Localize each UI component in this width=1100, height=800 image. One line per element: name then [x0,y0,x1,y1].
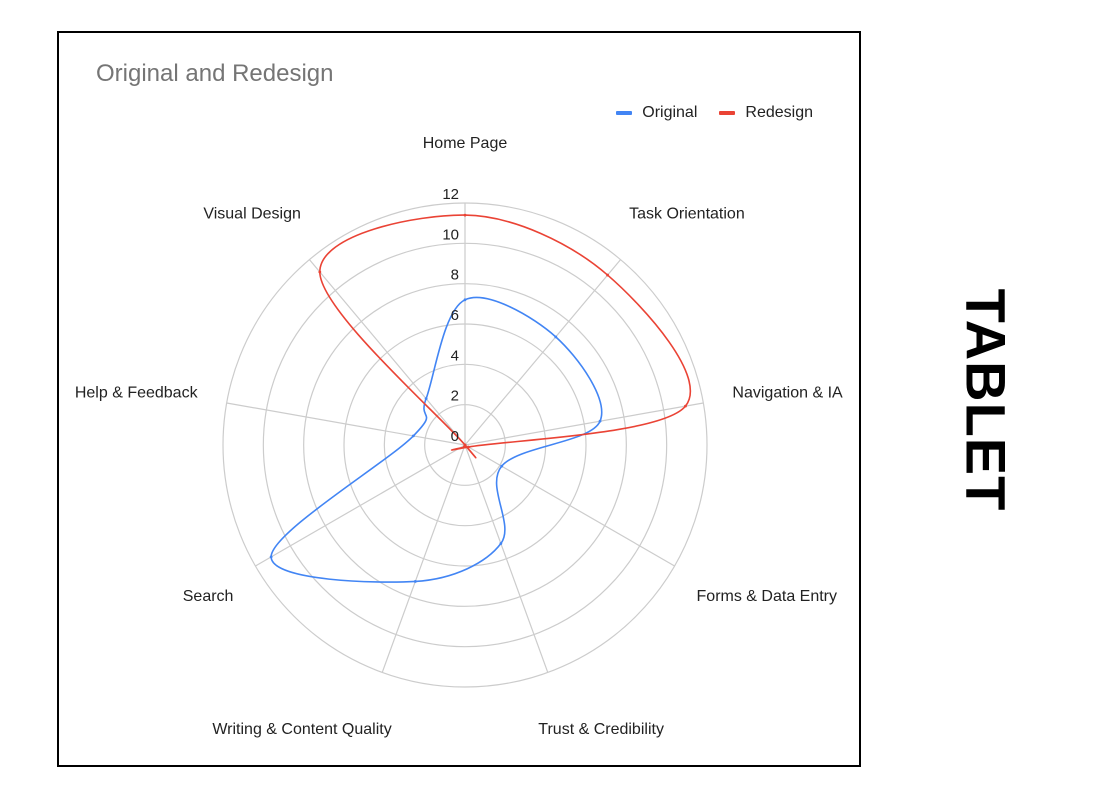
category-label: Forms & Data Entry [697,588,837,605]
r-tick-label: 12 [442,186,459,203]
r-tick-label: 10 [442,226,459,243]
r-tick-label: 8 [451,267,459,284]
legend-item-redesign[interactable]: Redesign [719,104,813,122]
category-label: Task Orientation [629,206,745,223]
device-label: TABLET [954,288,1018,512]
category-label: Search [183,588,234,605]
data-point-redesign [463,443,467,447]
data-point-original [463,298,467,302]
legend-swatch-original [616,111,633,115]
grid-spoke [464,259,622,446]
data-point-original [500,464,504,468]
chart-title: Original and Redesign [96,60,334,87]
data-point-original [411,434,415,438]
data-point-redesign [463,213,467,217]
category-label: Help & Feedback [75,385,199,402]
chart-frame [57,31,861,767]
data-point-original [499,542,503,545]
r-tick-label: 0 [451,428,459,445]
r-tick-label: 4 [451,347,459,364]
grid-spoke [255,444,466,567]
grid-spoke [226,402,466,446]
category-label: Trust & Credibility [538,721,664,738]
data-point-redesign [606,273,609,277]
grid-spoke [464,402,704,446]
grid-spoke [308,259,466,446]
data-point-redesign [684,404,687,408]
category-label: Writing & Content Quality [212,721,391,738]
grid-spoke [381,444,466,673]
category-label: Home Page [423,135,508,152]
grid-spoke [464,444,549,673]
data-point-original [424,397,428,401]
data-point-original [598,419,602,423]
data-point-original [554,335,558,339]
category-label: Visual Design [203,206,301,223]
grid-spoke [464,444,675,567]
chart-legend: Original Redesign [594,104,813,122]
data-point-original [269,555,273,559]
category-label: Navigation & IA [732,385,843,402]
r-tick-label: 6 [451,307,459,324]
data-point-redesign [467,445,470,449]
legend-swatch-redesign [719,111,736,115]
series-line-original [270,296,603,583]
legend-label-original: Original [642,104,698,121]
data-point-redesign [318,270,322,274]
legend-item-original[interactable]: Original [616,104,697,122]
data-point-original [413,580,417,583]
legend-label-redesign: Redesign [745,104,813,121]
r-tick-label: 2 [451,388,459,405]
